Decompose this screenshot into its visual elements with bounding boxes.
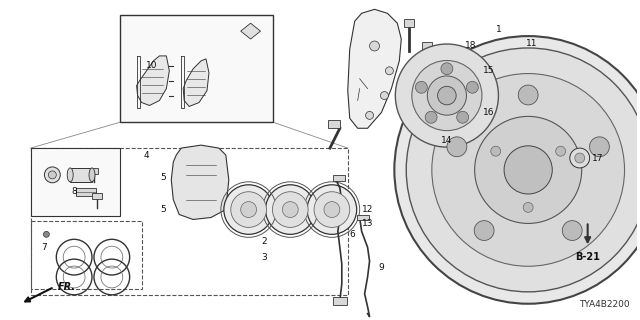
- Circle shape: [457, 111, 468, 123]
- Bar: [333, 175, 345, 181]
- Text: 11: 11: [526, 38, 538, 48]
- Circle shape: [241, 202, 257, 218]
- Circle shape: [474, 220, 494, 240]
- Bar: [404, 19, 414, 27]
- Circle shape: [44, 231, 49, 237]
- Circle shape: [406, 48, 640, 292]
- Circle shape: [504, 146, 552, 194]
- Text: FR.: FR.: [58, 282, 76, 292]
- Circle shape: [491, 146, 500, 156]
- Bar: [328, 120, 340, 128]
- Text: 1: 1: [495, 25, 501, 34]
- Circle shape: [324, 202, 340, 218]
- Circle shape: [441, 63, 453, 75]
- Circle shape: [266, 185, 315, 234]
- Text: 7: 7: [42, 243, 47, 252]
- Circle shape: [44, 167, 60, 183]
- Polygon shape: [136, 56, 170, 106]
- Text: TYA4B2200: TYA4B2200: [579, 300, 629, 309]
- Circle shape: [575, 153, 585, 163]
- Circle shape: [282, 202, 298, 218]
- Text: 2: 2: [262, 237, 268, 246]
- Circle shape: [524, 203, 533, 212]
- Bar: [356, 214, 369, 220]
- Polygon shape: [348, 9, 401, 128]
- Bar: [92, 193, 102, 199]
- Bar: [31, 148, 120, 215]
- Circle shape: [369, 41, 380, 51]
- Circle shape: [415, 81, 428, 93]
- Circle shape: [365, 111, 374, 119]
- Polygon shape: [241, 23, 260, 39]
- Text: 9: 9: [379, 263, 385, 272]
- Circle shape: [428, 76, 467, 115]
- Ellipse shape: [89, 168, 95, 182]
- Circle shape: [432, 74, 625, 266]
- Polygon shape: [172, 145, 228, 220]
- Text: 3: 3: [262, 253, 268, 262]
- Circle shape: [49, 171, 56, 179]
- Bar: [31, 221, 141, 289]
- Bar: [31, 148, 348, 295]
- Circle shape: [314, 192, 349, 228]
- Bar: [422, 85, 432, 92]
- Bar: [422, 42, 432, 50]
- Circle shape: [447, 137, 467, 157]
- Circle shape: [231, 192, 266, 228]
- Circle shape: [273, 192, 308, 228]
- Text: 6: 6: [350, 230, 356, 239]
- Circle shape: [396, 44, 499, 147]
- Circle shape: [394, 36, 640, 304]
- Circle shape: [563, 220, 582, 240]
- Ellipse shape: [67, 168, 73, 182]
- Text: 10: 10: [146, 61, 157, 70]
- Text: 15: 15: [483, 66, 494, 75]
- Bar: [70, 168, 92, 182]
- Text: 14: 14: [441, 136, 452, 145]
- Circle shape: [475, 116, 582, 223]
- Text: B-21: B-21: [575, 252, 600, 262]
- Bar: [553, 188, 622, 253]
- Bar: [90, 168, 98, 174]
- Text: 5: 5: [161, 173, 166, 182]
- Text: 17: 17: [592, 154, 604, 163]
- Circle shape: [307, 185, 356, 234]
- Circle shape: [224, 185, 273, 234]
- Text: 18: 18: [465, 41, 476, 50]
- Circle shape: [556, 146, 566, 156]
- Circle shape: [385, 67, 394, 75]
- Text: 16: 16: [483, 108, 494, 117]
- Circle shape: [438, 86, 456, 105]
- Circle shape: [380, 92, 388, 100]
- Text: 5: 5: [161, 205, 166, 214]
- Circle shape: [518, 85, 538, 105]
- Polygon shape: [183, 59, 209, 107]
- Text: 12: 12: [362, 205, 373, 214]
- Circle shape: [589, 137, 609, 157]
- Text: 8: 8: [71, 187, 77, 196]
- Text: 4: 4: [144, 150, 149, 160]
- Circle shape: [425, 111, 437, 123]
- Bar: [120, 15, 273, 122]
- Bar: [76, 188, 96, 196]
- Circle shape: [570, 148, 589, 168]
- Bar: [333, 297, 347, 305]
- Circle shape: [412, 60, 482, 131]
- Circle shape: [467, 81, 478, 93]
- Text: 13: 13: [362, 219, 373, 228]
